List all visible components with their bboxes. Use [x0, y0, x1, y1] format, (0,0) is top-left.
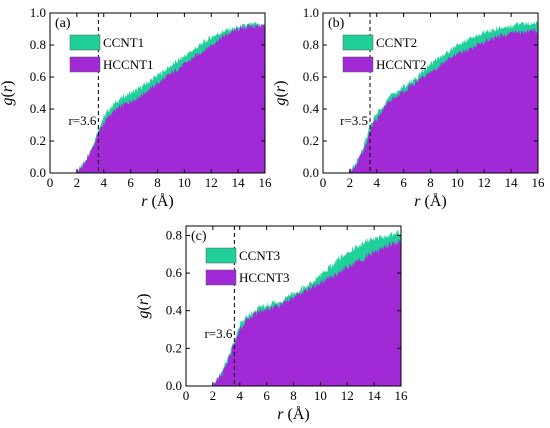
y-axis-title-part: g: [135, 310, 152, 318]
x-tick-label: 2: [210, 388, 217, 403]
x-tick-label: 16: [395, 388, 409, 403]
x-tick-label: 12: [341, 388, 354, 403]
legend-swatch: [205, 247, 237, 264]
x-tick-label: 10: [178, 175, 191, 190]
chart-panel: r=3.60 2 4 6 8 10 12 14 160.00.20.40.60.8r (Å)g(…: [135, 225, 409, 423]
annotation-label: r=3.5: [340, 113, 368, 128]
y-tick-label: 0.6: [303, 69, 320, 84]
x-tick-label: 10: [314, 388, 327, 403]
x-tick-label: 10: [451, 175, 464, 190]
series-area: [186, 238, 401, 386]
y-axis-title-part: r: [0, 85, 16, 92]
y-axis-title-part: ): [272, 81, 289, 86]
series-area: [50, 23, 265, 173]
y-axis-title-part: g: [0, 97, 16, 105]
x-tick-label: 0: [183, 388, 190, 403]
x-axis-title-unit: (Å): [148, 192, 174, 210]
y-tick-label: 0.0: [166, 378, 182, 393]
x-tick-label: 6: [400, 175, 407, 190]
legend-label: HCCNT2: [376, 57, 427, 72]
y-axis-title: g(r): [0, 81, 16, 106]
y-tick-label: 0.8: [166, 227, 182, 242]
x-tick-label: 14: [232, 175, 246, 190]
legend-label: CCNT2: [376, 35, 417, 50]
x-tick-label: 4: [237, 388, 244, 403]
x-tick-label: 4: [101, 175, 108, 190]
x-tick-label: 16: [259, 175, 273, 190]
panel-label: (a): [55, 16, 71, 31]
y-axis-title-part: g: [272, 97, 289, 105]
y-tick-label: 1.0: [30, 5, 46, 20]
annotation-label: r=3.6: [204, 326, 232, 341]
y-tick-label: 0.8: [30, 37, 46, 52]
x-tick-label: 6: [263, 388, 270, 403]
panel-label: (b): [328, 16, 345, 31]
y-tick-label: 0.6: [30, 69, 47, 84]
y-tick-label: 0.4: [166, 303, 183, 318]
y-axis-title: g(r): [272, 81, 289, 106]
y-tick-label: 0.4: [30, 101, 47, 116]
y-axis-title-part: ): [135, 294, 152, 299]
y-tick-label: 1.0: [303, 5, 319, 20]
y-axis-title-part: (: [0, 92, 16, 97]
x-tick-label: 16: [532, 175, 546, 190]
x-tick-label: 12: [478, 175, 491, 190]
x-tick-label: 0: [47, 175, 54, 190]
x-tick-label: 6: [127, 175, 134, 190]
y-axis-title-part: r: [135, 298, 152, 305]
x-axis-title-unit: (Å): [284, 405, 310, 423]
x-tick-label: 14: [505, 175, 519, 190]
x-tick-label: 8: [154, 175, 161, 190]
legend-swatch: [205, 269, 237, 286]
x-axis-title: r (Å): [414, 192, 446, 210]
legend-swatch: [342, 34, 374, 51]
legend-swatch: [342, 56, 374, 73]
y-tick-label: 0.8: [303, 37, 319, 52]
y-axis-title-part: (: [272, 92, 289, 97]
legend-swatch: [69, 34, 101, 51]
legend-label: HCCNT3: [239, 270, 290, 285]
y-axis-title: g(r): [135, 294, 152, 319]
legend-label: HCCNT1: [103, 57, 154, 72]
y-tick-label: 0.2: [303, 133, 319, 148]
y-tick-label: 0.0: [303, 165, 319, 180]
panel-label: (c): [191, 229, 207, 244]
y-tick-label: 0.2: [166, 340, 182, 355]
legend-swatch: [69, 56, 101, 73]
x-tick-label: 2: [347, 175, 354, 190]
legend-label: CCNT3: [239, 248, 280, 263]
x-tick-label: 12: [205, 175, 218, 190]
y-tick-label: 0.6: [166, 265, 183, 280]
x-tick-label: 8: [427, 175, 434, 190]
legend-label: CCNT1: [103, 35, 144, 50]
y-tick-label: 0.2: [30, 133, 46, 148]
y-axis-title-part: ): [0, 81, 16, 86]
x-axis-title-var: r: [277, 406, 284, 423]
series-area: [323, 28, 538, 173]
x-tick-label: 0: [320, 175, 327, 190]
chart-panel: r=3.6 0 2 4 6 8 10 12 14 16 0.0 0.2 0.4 0.6 0.8 1.0 r (Å…: [0, 5, 272, 210]
x-axis-title-var: r: [141, 193, 148, 210]
x-tick-label: 14: [368, 388, 382, 403]
x-tick-label: 8: [290, 388, 297, 403]
x-axis-title: r (Å): [141, 192, 173, 210]
chart-panel: r=3.5 0 2 4 6 8 10 12 14 16 0.0 0.2 0.4 0.6 0.8 1.0 r (Å…: [272, 5, 545, 210]
y-axis-title-part: r: [272, 85, 289, 92]
y-tick-label: 0.4: [303, 101, 320, 116]
x-axis-title-unit: (Å): [421, 192, 447, 210]
annotation-label: r=3.6: [68, 113, 96, 128]
x-axis-title: r (Å): [277, 405, 309, 423]
y-tick-label: 0.0: [30, 165, 46, 180]
x-tick-label: 2: [74, 175, 81, 190]
x-axis-title-var: r: [414, 193, 421, 210]
x-tick-label: 4: [374, 175, 381, 190]
y-axis-title-part: (: [135, 305, 152, 310]
